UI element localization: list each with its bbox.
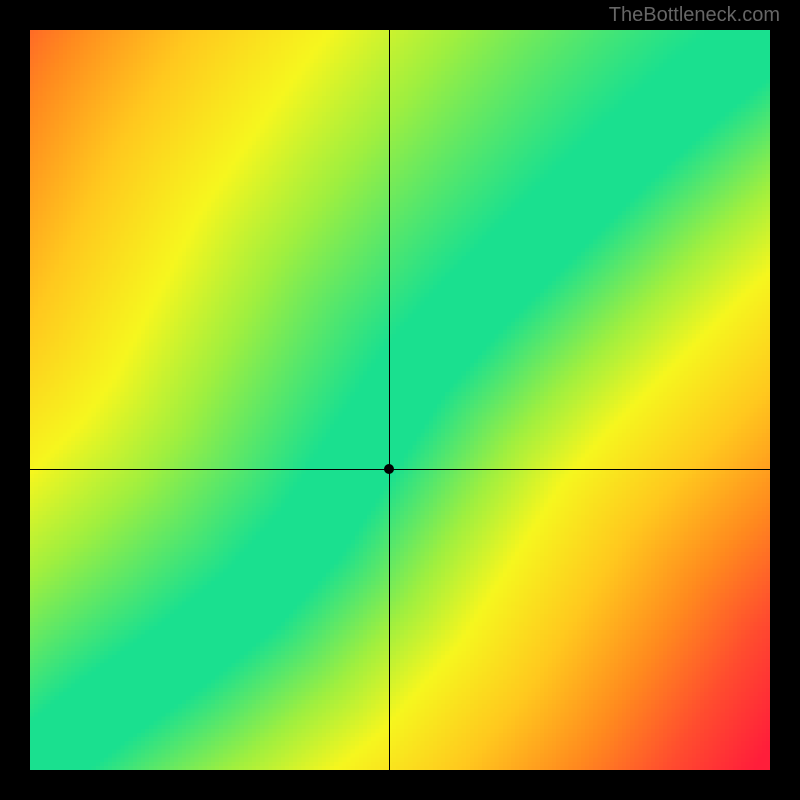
marker-dot <box>384 464 394 474</box>
crosshair-vertical <box>389 30 390 770</box>
crosshair-horizontal <box>30 469 770 470</box>
plot-area <box>30 30 770 770</box>
heatmap-canvas <box>30 30 770 770</box>
watermark-text: TheBottleneck.com <box>609 4 780 27</box>
